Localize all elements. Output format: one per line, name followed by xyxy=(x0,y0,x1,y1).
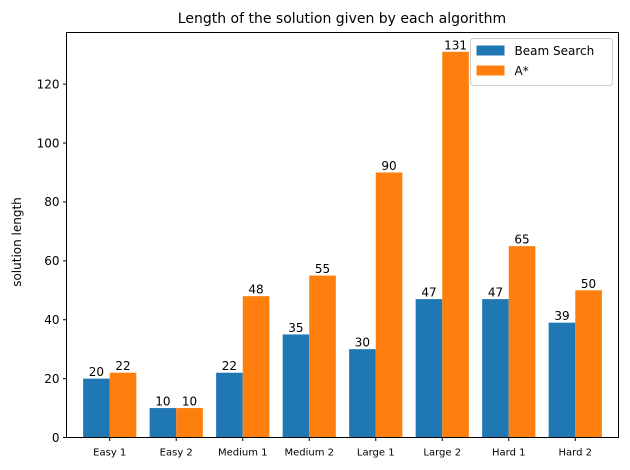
bar-value-label: 47 xyxy=(421,286,436,300)
bar-beam-search-7 xyxy=(548,322,576,438)
x-tick-label: Medium 2 xyxy=(284,448,334,459)
bar-beam-search-4 xyxy=(349,349,376,438)
bar-value-label: 35 xyxy=(288,321,303,335)
x-tick-label: Easy 2 xyxy=(160,448,193,459)
bar-value-label: 30 xyxy=(355,336,370,350)
bar-a-star-4 xyxy=(375,172,403,438)
bar-a-star-1 xyxy=(176,408,203,438)
x-tick-label: Large 1 xyxy=(357,448,395,459)
bar-value-label: 50 xyxy=(581,277,596,291)
bar-beam-search-5 xyxy=(415,299,443,438)
y-axis-label: solution length xyxy=(10,197,24,287)
bar-labels-group: 20 10 22 35 30 47 47 39 22 10 48 55 90 131 65 50 xyxy=(89,38,596,408)
bar-value-label: 47 xyxy=(488,286,503,300)
bar-value-label: 10 xyxy=(155,395,170,409)
bar-a-star-3 xyxy=(309,275,336,438)
x-tick-label: Medium 1 xyxy=(218,448,268,459)
x-tick-label: Hard 2 xyxy=(559,448,592,459)
bar-value-label: 131 xyxy=(444,38,467,52)
y-axis-ticks: 0 20 40 60 80 100 120 xyxy=(37,77,67,445)
bar-value-label: 39 xyxy=(554,309,569,323)
bar-value-label: 22 xyxy=(222,359,237,373)
legend-box xyxy=(470,38,613,86)
bar-value-label: 55 xyxy=(315,262,330,276)
y-tick-label: 100 xyxy=(37,136,60,150)
bar-value-label: 10 xyxy=(182,395,197,409)
bar-a-star-7 xyxy=(575,290,602,438)
bar-value-label: 90 xyxy=(381,159,396,173)
bar-a-star-6 xyxy=(508,246,536,438)
bar-beam-search-0 xyxy=(83,378,110,438)
bar-beam-search-6 xyxy=(482,299,509,438)
bars-group xyxy=(83,51,602,438)
y-tick-label: 40 xyxy=(44,313,59,327)
legend-swatch-a-star xyxy=(476,65,505,76)
legend: Beam Search A* xyxy=(470,38,613,86)
bar-beam-search-3 xyxy=(282,334,310,438)
x-tick-label: Large 2 xyxy=(423,448,461,459)
y-tick-label: 120 xyxy=(37,77,60,91)
bar-beam-search-2 xyxy=(216,372,243,438)
legend-label: A* xyxy=(515,64,529,78)
x-axis-ticks: Easy 1 Easy 2 Medium 1 Medium 2 Large 1 Large… xyxy=(93,437,592,459)
y-tick-label: 80 xyxy=(44,195,59,209)
bar-value-label: 22 xyxy=(115,359,130,373)
bar-value-label: 48 xyxy=(248,283,263,297)
bar-value-label: 20 xyxy=(89,365,104,379)
y-tick-label: 60 xyxy=(44,254,59,268)
bar-value-label: 65 xyxy=(514,233,529,247)
x-tick-label: Easy 1 xyxy=(93,448,126,459)
bar-beam-search-1 xyxy=(149,408,177,438)
bar-a-star-0 xyxy=(109,372,137,438)
bar-a-star-5 xyxy=(442,51,469,438)
y-tick-label: 20 xyxy=(44,372,59,386)
y-tick-label: 0 xyxy=(52,431,60,445)
chart-title: Length of the solution given by each alg… xyxy=(178,11,506,27)
legend-swatch-beam-search xyxy=(476,45,505,56)
legend-label: Beam Search xyxy=(515,44,595,58)
bar-a-star-2 xyxy=(242,296,270,438)
plot-frame xyxy=(66,32,619,438)
x-tick-label: Hard 1 xyxy=(492,448,525,459)
